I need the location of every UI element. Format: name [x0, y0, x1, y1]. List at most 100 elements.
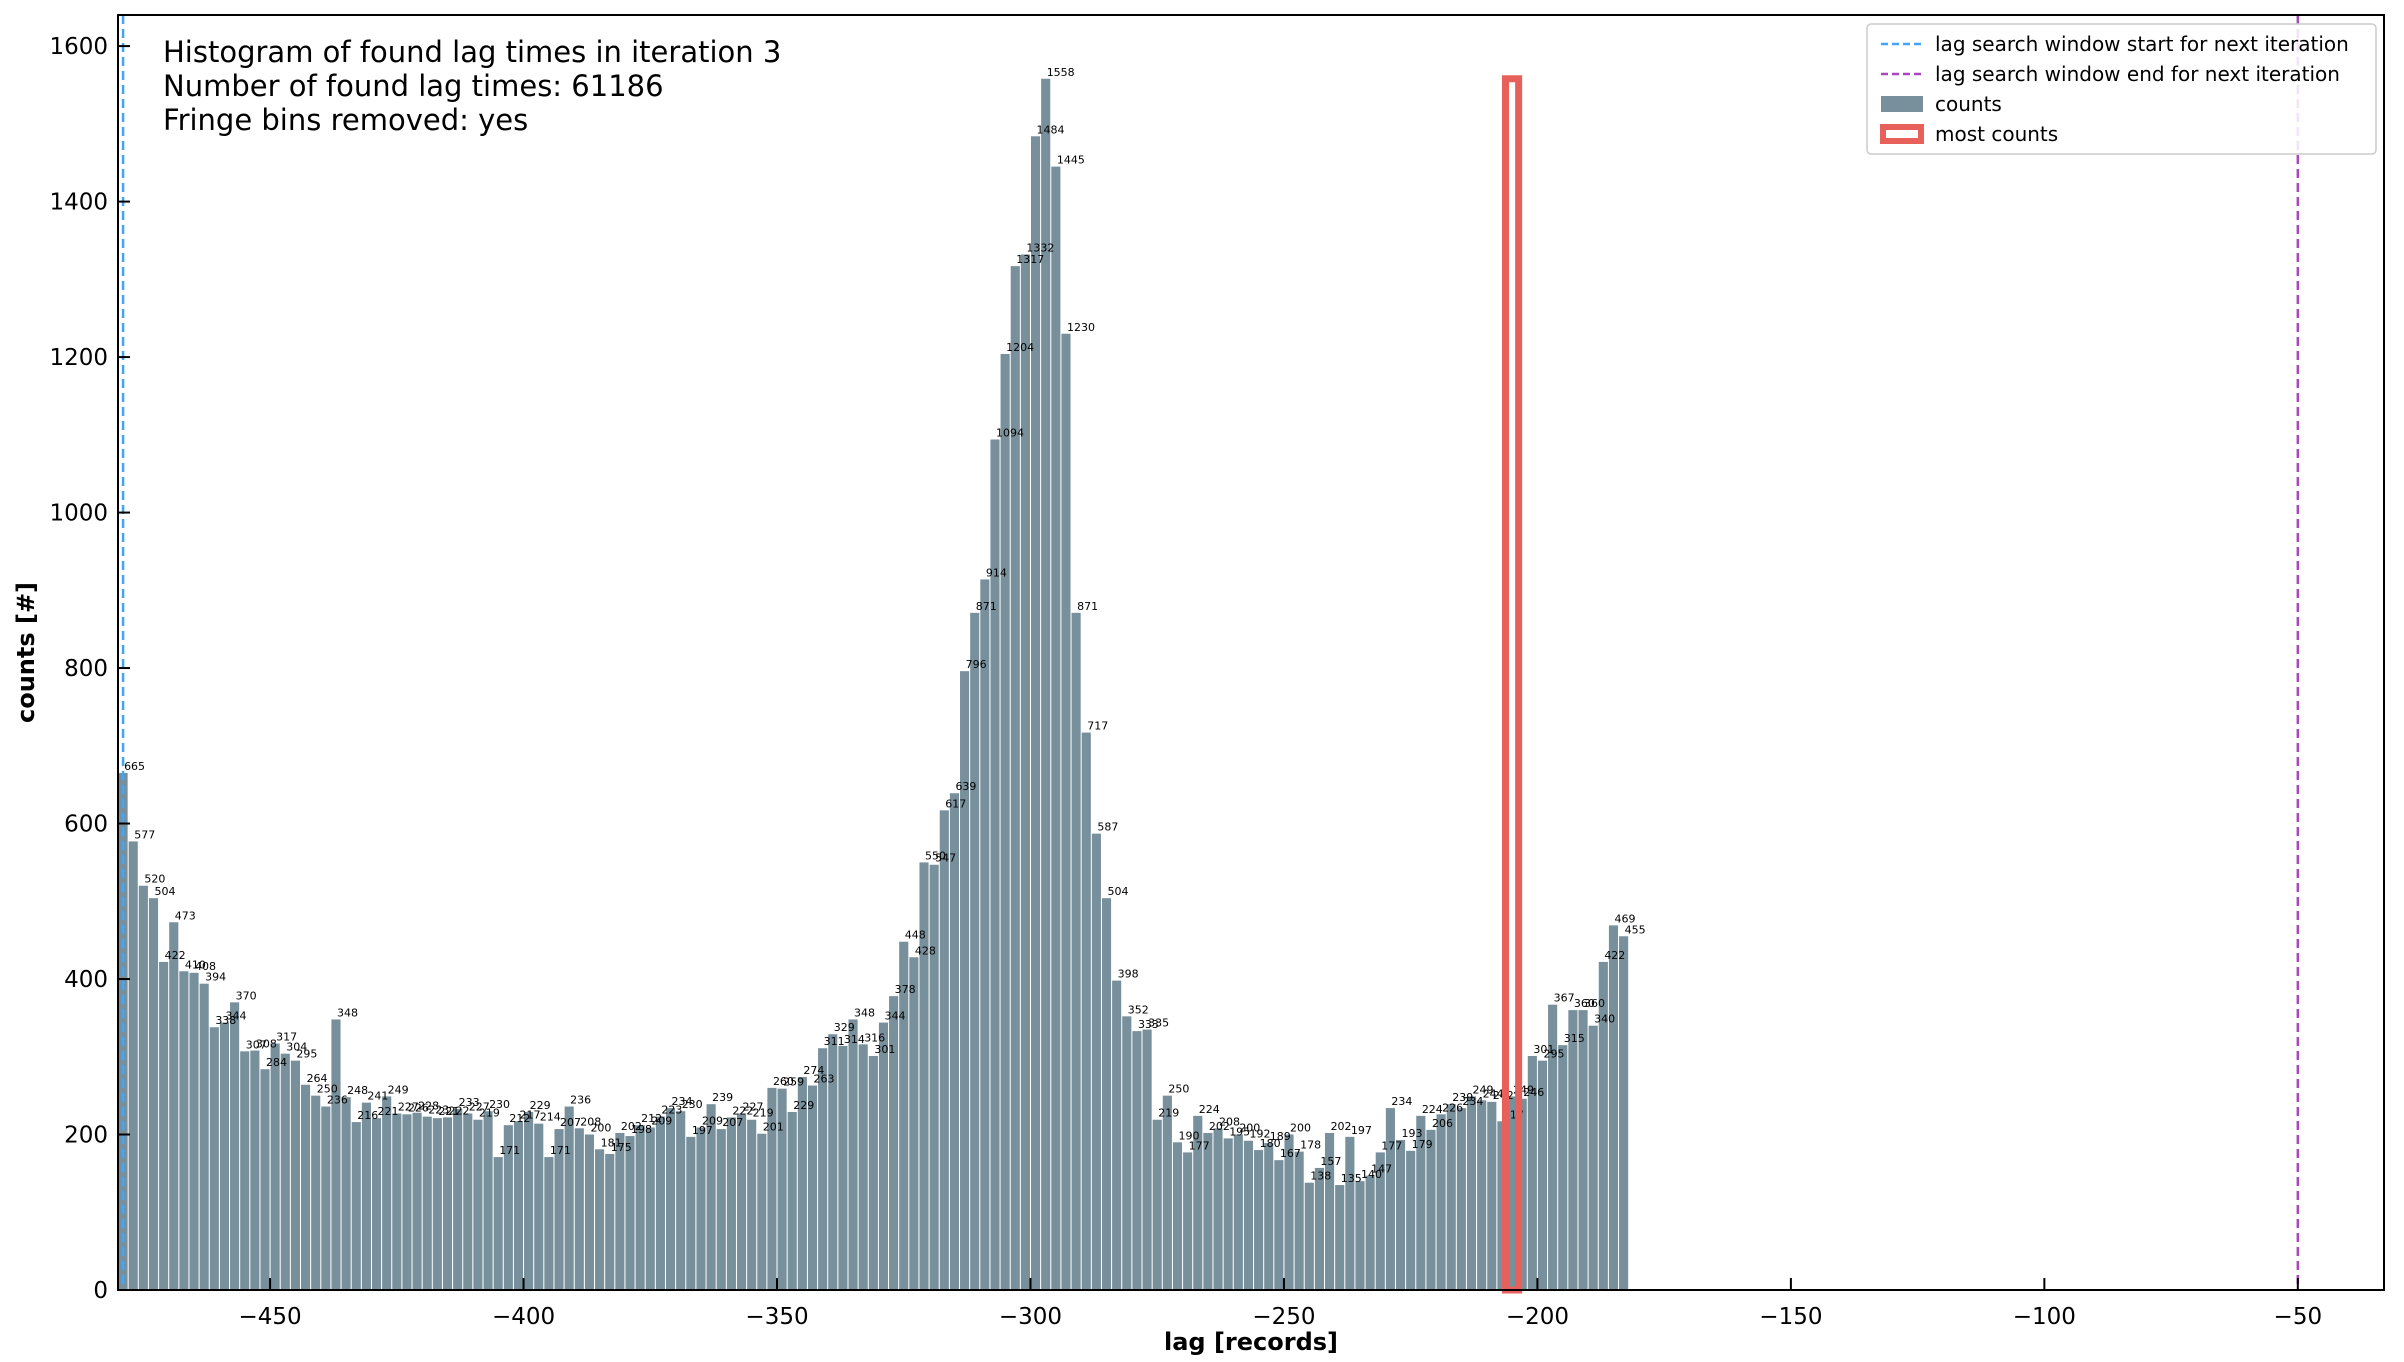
bar-value-label: 367 [1554, 992, 1575, 1005]
bar-value-label: 264 [307, 1072, 328, 1085]
bar-value-label: 344 [225, 1010, 246, 1023]
bar-value-label: 226 [408, 1101, 429, 1114]
bar [1436, 1114, 1446, 1290]
bar [1294, 1151, 1304, 1290]
bar-value-label: 229 [793, 1099, 814, 1112]
annotation-line-2: Number of found lag times: 61186 [163, 69, 664, 103]
bar-value-label: 180 [1260, 1137, 1281, 1150]
bar-value-label: 284 [266, 1056, 287, 1069]
bar [635, 1125, 645, 1290]
bar [1487, 1101, 1497, 1290]
bar-value-label: 223 [661, 1104, 682, 1117]
bar-value-label: 333 [1138, 1018, 1159, 1031]
bar [1183, 1152, 1193, 1290]
bar [1071, 612, 1081, 1290]
bar-value-label: 221 [378, 1105, 399, 1118]
bar [1162, 1095, 1172, 1290]
bar [807, 1085, 818, 1290]
bar [889, 996, 899, 1290]
y-tick-label: 1200 [49, 345, 108, 371]
bar [1517, 1098, 1527, 1290]
bar [1020, 254, 1030, 1291]
bar [361, 1102, 371, 1290]
bar [1426, 1129, 1436, 1290]
bar [1193, 1115, 1203, 1290]
bar-value-label: 202 [1331, 1120, 1352, 1133]
bar [1274, 1160, 1284, 1290]
bar [138, 885, 148, 1290]
bar-value-label: 219 [1158, 1107, 1179, 1120]
bar [909, 957, 919, 1290]
bar-value-label: 197 [1351, 1124, 1372, 1137]
bar-value-label: 179 [1412, 1138, 1433, 1151]
bar [463, 1113, 473, 1290]
bar [1568, 1010, 1578, 1290]
x-tick-label: −100 [2013, 1304, 2076, 1330]
info-annotation: Histogram of found lag times in iteratio… [163, 35, 781, 137]
search-window-lines [121, 15, 2300, 1290]
bar [270, 1043, 280, 1290]
bar-value-label: 249 [1473, 1083, 1494, 1096]
bar [615, 1132, 625, 1290]
bar [970, 612, 980, 1290]
bar-value-label: 340 [1594, 1013, 1615, 1026]
bar [1527, 1055, 1537, 1290]
bar-value-label: 316 [864, 1031, 885, 1044]
bar [1203, 1132, 1213, 1290]
bar-value-label: 229 [530, 1099, 551, 1112]
bar [1385, 1108, 1395, 1290]
bar [189, 972, 199, 1290]
bar [929, 864, 939, 1290]
bar [179, 971, 189, 1290]
bar [848, 1019, 858, 1290]
bar-value-label: 360 [1574, 997, 1595, 1010]
bar-value-label: 274 [803, 1064, 824, 1077]
bar-value-label: 208 [1219, 1115, 1240, 1128]
bar-value-label: 138 [1310, 1170, 1331, 1183]
bar-value-label: 639 [955, 780, 976, 793]
bar [1010, 266, 1020, 1290]
bar [1588, 1025, 1598, 1290]
bar [1537, 1060, 1548, 1290]
bar [949, 793, 960, 1290]
bar-value-label: 222 [732, 1104, 753, 1117]
bar [564, 1106, 574, 1290]
bar [1213, 1128, 1223, 1290]
legend-label-window-start: lag search window start for next iterati… [1935, 32, 2349, 56]
bar-value-label: 219 [753, 1107, 774, 1120]
bar-value-label: 222 [449, 1104, 470, 1117]
bar-value-label: 550 [925, 849, 946, 862]
bar [625, 1136, 635, 1290]
bar-value-label: 207 [722, 1116, 743, 1129]
legend-entry-most-counts: most counts [1880, 122, 2058, 146]
bar [493, 1157, 503, 1290]
bar-value-label: 408 [195, 960, 216, 973]
bar-value-label: 250 [317, 1083, 338, 1096]
bar [696, 1127, 706, 1290]
bar [1497, 1121, 1507, 1290]
bar [777, 1088, 787, 1290]
bar [230, 1002, 240, 1290]
bar-value-label: 577 [134, 828, 155, 841]
bar [716, 1129, 726, 1290]
bar [554, 1129, 564, 1290]
bar-value-label: 455 [1625, 923, 1646, 936]
bar [736, 1113, 747, 1290]
bar-value-label: 473 [175, 909, 196, 922]
y-tick-label: 800 [64, 656, 108, 682]
bar-value-label: 348 [337, 1006, 358, 1019]
bar [544, 1157, 554, 1290]
bar [240, 1051, 250, 1290]
bar-value-label: 244 [1483, 1087, 1504, 1100]
bar [1061, 333, 1071, 1290]
bar-value-label: 202 [621, 1120, 642, 1133]
bar [1375, 1152, 1385, 1290]
bar-value-label: 200 [1290, 1122, 1311, 1135]
bar [1122, 1016, 1132, 1290]
bar [1314, 1167, 1324, 1290]
y-axis-ticks: 0 200 400 600 800 1000 1200 1400 1600 [49, 34, 130, 1304]
bar-value-label: 314 [844, 1033, 865, 1046]
bar [605, 1153, 615, 1290]
bar-value-label: 202 [1209, 1120, 1230, 1133]
bar-series [118, 78, 1629, 1291]
